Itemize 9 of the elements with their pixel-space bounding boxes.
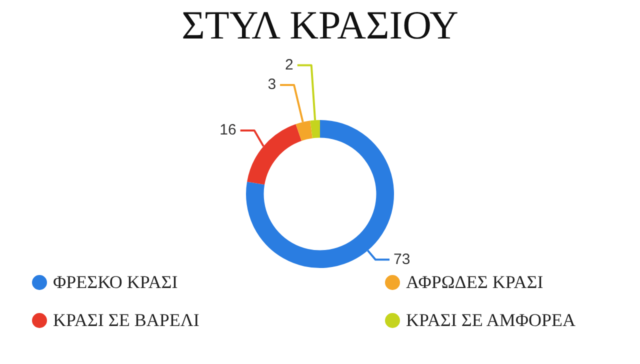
chart-title: ΣΤΥΛ ΚΡΑΣΙΟΥ [182,2,458,48]
legend-label: ΚΡΑΣΙ ΣΕ ΑΜΦΟΡΕΑ [406,310,576,331]
data-label: 73 [394,250,410,268]
legend-label: ΑΦΡΩΔΕΣ ΚΡΑΣΙ [406,272,544,293]
legend-label: ΚΡΑΣΙ ΣΕ ΒΑΡΕΛΙ [53,310,200,331]
data-label: 16 [220,122,236,139]
legend-label: ΦΡΕΣΚΟ ΚΡΑΣΙ [53,272,178,293]
data-label: 2 [285,56,294,74]
data-label: 3 [268,76,276,94]
